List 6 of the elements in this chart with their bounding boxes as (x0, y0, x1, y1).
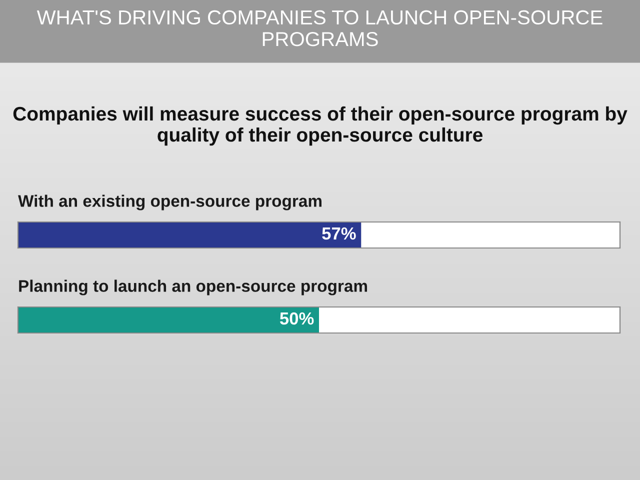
data-label: 50% (280, 312, 314, 325)
y-tick-label: Planning to launch an open-source program (19, 280, 367, 296)
data-label: 57% (322, 227, 356, 240)
y-tick-label: With an existing open-source program (18, 194, 322, 210)
chart-title: WHAT'S DRIVING COMPANIES TO LAUNCH OPEN-SOURCE PROGRAMS (36, 10, 602, 46)
chart-subtitle: Companies will measure success of their open-source program by quality of their open-source culture (13, 106, 628, 146)
